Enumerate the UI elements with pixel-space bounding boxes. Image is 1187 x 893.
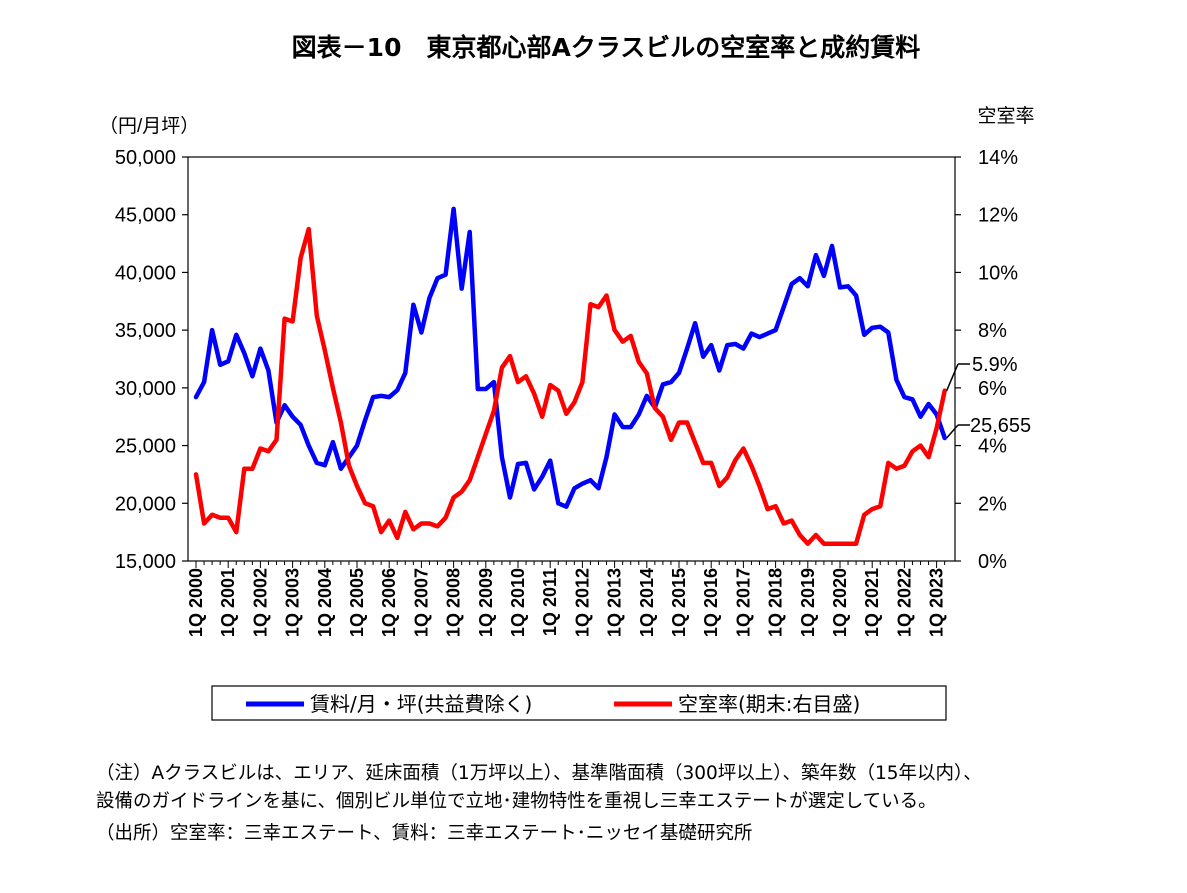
x-tick-label: 1Q 2017: [733, 568, 753, 637]
x-tick-label: 1Q 2022: [894, 568, 914, 637]
y-left-tick-label: 20,000: [115, 493, 176, 515]
x-tick-label: 1Q 2007: [411, 568, 431, 637]
rent-leader-line: [946, 424, 959, 439]
y-left-tick-label: 45,000: [115, 205, 176, 227]
y-right-tick-label: 6%: [978, 378, 1007, 400]
x-tick-label: 1Q 2008: [444, 568, 464, 637]
x-tick-label: 1Q 2013: [605, 568, 625, 637]
x-tick-label: 1Q 2005: [347, 568, 367, 637]
legend-box: [211, 685, 947, 721]
x-tick-label: 1Q 2018: [766, 568, 786, 637]
x-tick-label: 1Q 2014: [637, 568, 657, 637]
y-left-axis-label: （円/月坪）: [99, 115, 199, 137]
note-line-1: （注）Aクラスビルは、エリア、延床面積（1万坪以上）、基準階面積（300坪以上）…: [96, 763, 982, 784]
x-tick-label: 1Q 2015: [669, 568, 689, 637]
y-right-tick-label: 12%: [978, 205, 1018, 227]
x-tick-label: 1Q 2020: [830, 568, 850, 637]
x-tick-label: 1Q 2021: [862, 568, 882, 637]
x-tick-label: 1Q 2001: [218, 568, 238, 637]
x-tick-label: 1Q 2012: [572, 568, 592, 637]
source-line: （出所）空室率：三幸エステート、賃料：三幸エステート･ニッセイ基礎研究所: [96, 823, 753, 844]
y-right-axis: 0% 2% 4% 6% 8% 10% 12% 14%: [955, 147, 1018, 573]
x-axis: 1Q 2000 1Q 2001 1Q 2002 1Q 2003 1Q 2004 1Q 20…: [186, 561, 947, 637]
x-tick-label: 1Q 2010: [508, 568, 528, 637]
x-tick-label: 1Q 2019: [798, 568, 818, 637]
y-left-tick-label: 40,000: [115, 262, 176, 284]
y-right-tick-label: 2%: [978, 493, 1007, 515]
y-left-tick-label: 15,000: [115, 551, 176, 573]
vacancy-series-line: [193, 226, 947, 546]
vacancy-end-label: 5.9%: [972, 354, 1018, 376]
x-tick-label: 1Q 2004: [315, 568, 335, 637]
legend: 賃料/月・坪(共益費除く) 空室率(期末:右目盛): [211, 685, 947, 721]
y-right-tick-label: 14%: [978, 147, 1018, 169]
y-left-tick-label: 35,000: [115, 320, 176, 342]
x-tick-label: 1Q 2006: [379, 568, 399, 637]
y-right-tick-label: 4%: [978, 436, 1007, 458]
rent-end-label: 25,655: [970, 415, 1031, 437]
end-labels: 5.9% 25,655: [945, 354, 1031, 439]
legend-rent-label: 賃料/月・坪(共益費除く): [310, 692, 532, 716]
legend-vacancy-label: 空室率(期末:右目盛): [678, 692, 860, 716]
x-tick-label: 1Q 2009: [476, 568, 496, 637]
chart-title: 図表－10 東京都心部Aクラスビルの空室率と成約賃料: [292, 33, 921, 62]
note-line-2: 設備のガイドラインを基に、個別ビル単位で立地･建物特性を重視し三幸エステートが選…: [96, 791, 937, 812]
vacancy-leader-line: [945, 363, 959, 392]
x-tick-label: 1Q 2003: [283, 568, 303, 637]
rent-series-line: [193, 206, 947, 509]
y-left-axis: 15,000 20,000 25,000 30,000 35,000 40,000 45,0…: [115, 147, 188, 573]
x-tick-label: 1Q 2023: [927, 568, 947, 637]
y-right-tick-label: 10%: [978, 262, 1018, 284]
x-tick-label: 1Q 2011: [540, 568, 560, 636]
x-tick-label: 1Q 2016: [701, 568, 721, 637]
y-left-tick-label: 50,000: [115, 147, 176, 169]
y-right-tick-label: 8%: [978, 320, 1007, 342]
x-tick-label: 1Q 2002: [250, 568, 270, 637]
series-layer: [193, 206, 947, 546]
y-right-axis-label: 空室率: [977, 105, 1034, 127]
y-left-tick-label: 30,000: [115, 378, 176, 400]
y-right-tick-label: 0%: [978, 551, 1007, 573]
x-tick-label: 1Q 2000: [186, 568, 206, 637]
y-left-tick-label: 25,000: [115, 436, 176, 458]
